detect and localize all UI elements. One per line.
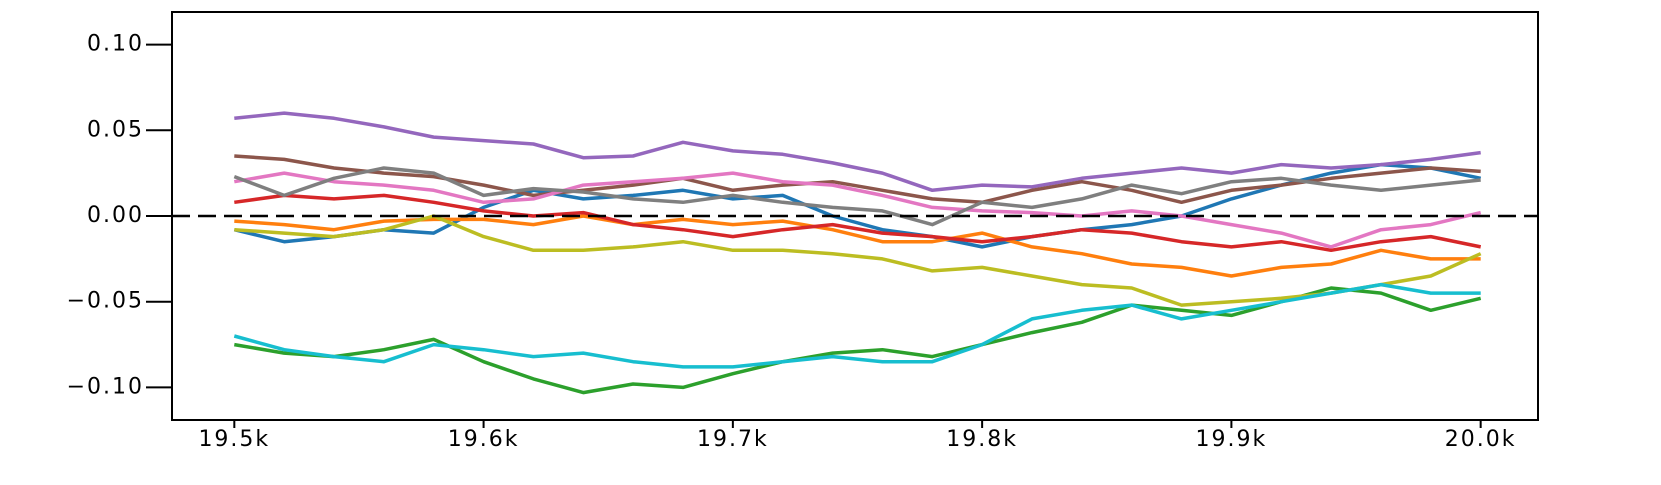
series-line	[234, 214, 1481, 278]
x-tick-label: 19.9k	[1196, 427, 1268, 452]
series-line	[233, 166, 1481, 227]
y-tick-label: 0.10	[87, 32, 144, 57]
series-line	[234, 111, 1481, 193]
x-tick-label: 19.6k	[448, 427, 520, 452]
x-tick-label: 19.8k	[946, 427, 1018, 452]
series-line	[234, 193, 1482, 253]
y-tick-label: −0.05	[67, 289, 144, 314]
x-tick-label: 20.0k	[1445, 427, 1517, 452]
series-line	[234, 214, 1482, 307]
y-tick-label: 0.00	[87, 203, 144, 228]
series-line	[233, 282, 1481, 369]
y-tick-label: 0.05	[87, 117, 144, 142]
x-tick-label: 19.5k	[198, 427, 270, 452]
series-line	[234, 171, 1482, 249]
x-tick-label: 19.7k	[697, 427, 769, 452]
y-tick-label: −0.10	[67, 374, 144, 399]
series-line	[234, 286, 1482, 395]
